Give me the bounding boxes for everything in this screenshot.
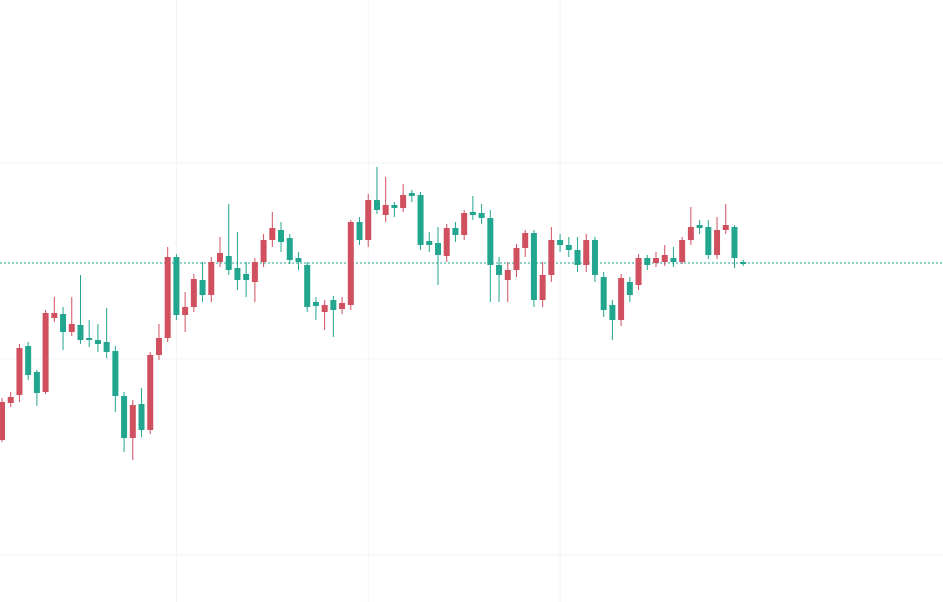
candle-body <box>452 228 459 235</box>
candle-body <box>382 205 389 215</box>
candle-body <box>740 262 747 264</box>
candle-body <box>94 340 101 344</box>
candle-body <box>469 212 476 215</box>
candle-body <box>591 240 598 275</box>
candle-body <box>696 225 703 228</box>
candle-body <box>68 324 75 332</box>
candle-body <box>173 257 180 315</box>
candle-body <box>435 243 441 255</box>
candle-body <box>286 238 293 260</box>
candle-body <box>644 258 651 265</box>
candle-body <box>530 233 537 300</box>
candle-body <box>714 230 721 255</box>
candle-body <box>609 305 616 320</box>
candle-body <box>670 258 677 262</box>
candle-body <box>321 305 328 312</box>
candle-body <box>417 195 424 245</box>
candle-body <box>426 241 433 245</box>
candle-body <box>687 227 694 240</box>
candle-body <box>269 228 276 240</box>
candle-body <box>0 402 5 440</box>
candle-body <box>557 240 564 245</box>
candle-body <box>190 279 197 307</box>
candle-body <box>504 270 511 280</box>
candle-body <box>731 227 738 258</box>
candle-body <box>653 258 659 263</box>
candle-body <box>600 277 607 310</box>
candle-body <box>565 245 572 250</box>
candle-body <box>618 278 625 320</box>
candle-body <box>225 256 232 270</box>
candle-body <box>373 200 380 210</box>
candle-body <box>478 213 485 218</box>
candle-body <box>164 257 171 338</box>
candle-body <box>330 300 337 310</box>
candle-body <box>496 265 503 275</box>
candle-body <box>147 355 154 430</box>
candle-body <box>679 240 686 262</box>
candle-body <box>583 240 590 265</box>
candle-body <box>356 222 363 240</box>
candle-body <box>661 255 668 262</box>
candle-body <box>51 313 58 318</box>
candle-body <box>182 307 189 315</box>
candle-body <box>16 348 23 395</box>
candle-body <box>260 240 267 262</box>
candle-body <box>513 248 520 270</box>
candle-body <box>217 253 223 262</box>
candle-body <box>155 338 162 355</box>
candle-body <box>304 265 311 307</box>
candle-body <box>705 227 712 255</box>
candle-body <box>251 262 258 282</box>
candle-body <box>487 218 494 265</box>
candle-body <box>461 213 468 235</box>
candle-body <box>33 372 40 393</box>
candle-body <box>60 314 67 332</box>
candle-body <box>278 230 285 242</box>
candle-body <box>103 342 110 352</box>
candle-body <box>408 193 415 196</box>
candle-body <box>391 205 398 208</box>
candle-body <box>112 351 119 396</box>
candle-body <box>77 325 84 340</box>
candle-body <box>548 240 555 275</box>
candle-body <box>42 313 49 392</box>
candle-body <box>626 282 633 295</box>
candle-body <box>234 268 241 280</box>
candle-body <box>365 200 372 240</box>
candle-body <box>129 405 136 438</box>
candle-body <box>138 404 145 430</box>
candle-body <box>722 225 729 230</box>
candle-body <box>443 228 450 256</box>
candle-body <box>121 396 128 438</box>
candle-body <box>522 233 529 248</box>
candle-body <box>312 302 319 306</box>
candle-body <box>243 274 250 280</box>
candle-body <box>339 303 346 309</box>
candle-body <box>574 250 581 265</box>
candle-body <box>635 258 642 285</box>
candle-body <box>7 397 14 403</box>
candle-body <box>208 262 215 295</box>
candle-body <box>25 346 32 375</box>
candle-body <box>539 275 546 300</box>
candle-body <box>400 195 407 208</box>
candle-body <box>347 222 354 305</box>
candle-body <box>199 280 206 295</box>
candle-body <box>295 258 302 262</box>
candle-body <box>86 338 93 340</box>
